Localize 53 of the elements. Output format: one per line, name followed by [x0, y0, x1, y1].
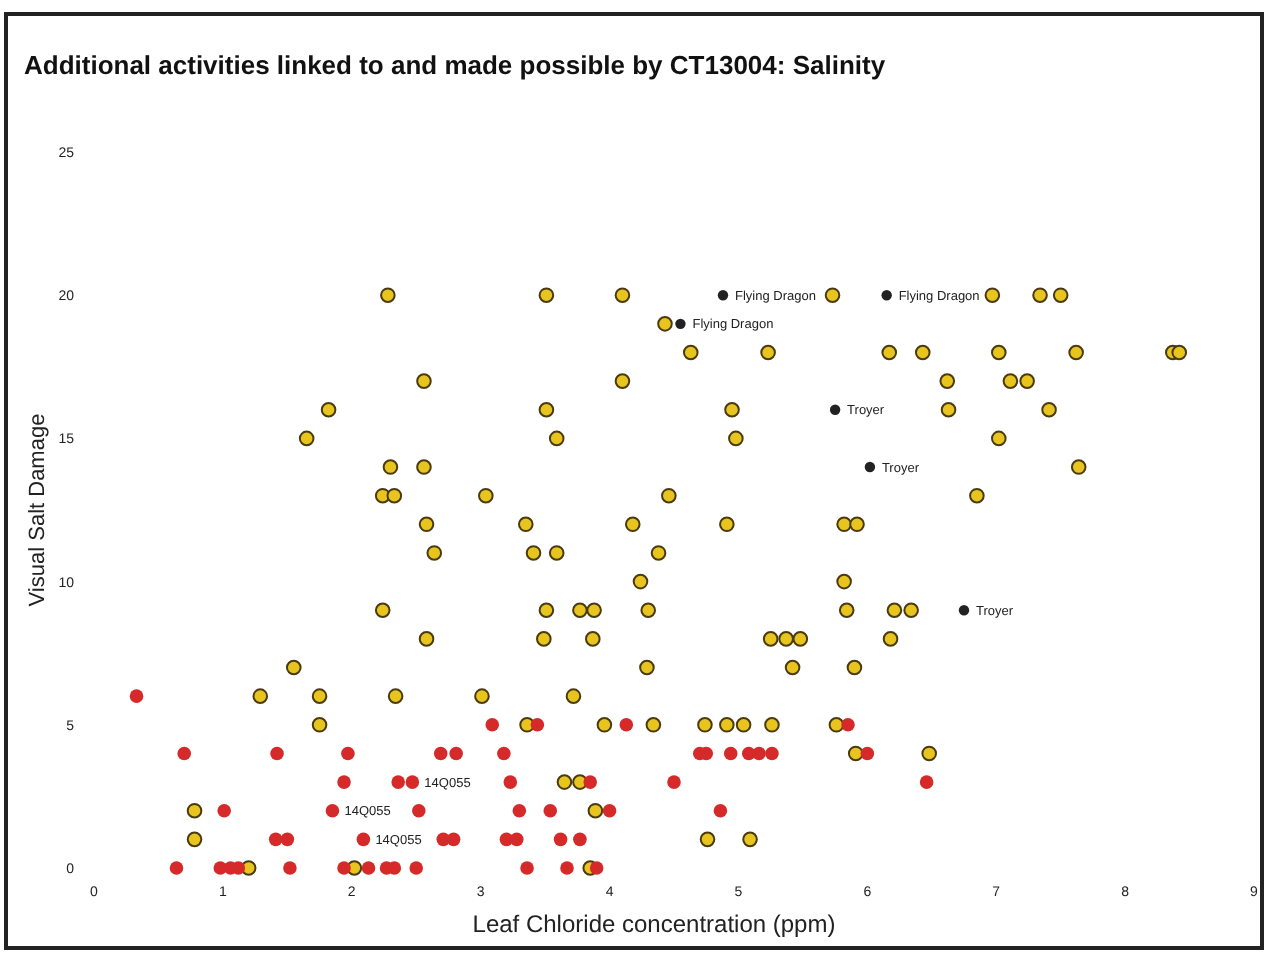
- point: [497, 746, 511, 761]
- point: [543, 803, 558, 818]
- point: [512, 803, 527, 818]
- point: [217, 803, 231, 818]
- point: [449, 746, 463, 761]
- point: [723, 746, 738, 761]
- y-axis-title: Visual Salt Damage: [26, 413, 50, 607]
- point: [503, 775, 518, 789]
- point: [553, 832, 568, 847]
- point: [337, 775, 351, 789]
- point: [509, 832, 524, 847]
- point: [560, 861, 574, 875]
- point: [530, 718, 545, 732]
- point: [583, 775, 598, 789]
- point: [177, 746, 192, 761]
- point: [717, 290, 729, 301]
- point: [270, 746, 284, 761]
- point: [268, 832, 283, 847]
- point: [602, 803, 617, 818]
- point: [433, 746, 448, 761]
- point: [325, 803, 340, 818]
- point: [667, 775, 681, 789]
- point: [829, 404, 841, 415]
- point: [412, 803, 426, 818]
- point: [361, 861, 376, 875]
- point: [619, 718, 634, 732]
- point: [958, 605, 970, 616]
- point: [283, 861, 297, 875]
- point: [409, 861, 424, 875]
- point: [446, 832, 461, 847]
- point: [573, 832, 587, 847]
- point: [356, 832, 371, 847]
- point: [391, 775, 405, 789]
- point: [589, 861, 604, 875]
- point: [919, 775, 934, 789]
- point: [675, 318, 686, 330]
- point: [341, 746, 355, 761]
- chart-title: Additional activities linked to and made possible by CT13004: Salinity: [24, 50, 887, 80]
- point: [841, 718, 855, 732]
- point: [713, 803, 728, 818]
- point: [752, 746, 766, 761]
- point: [405, 775, 420, 789]
- point: [337, 861, 351, 875]
- point: [881, 290, 892, 301]
- point: [520, 861, 534, 875]
- point: [169, 861, 184, 875]
- point: [864, 461, 876, 473]
- point: [129, 689, 144, 703]
- point: [280, 832, 295, 847]
- x-axis-title: Leaf Chloride concentration (ppm): [472, 910, 836, 938]
- point: [860, 746, 875, 761]
- point: [485, 718, 500, 732]
- point: [765, 746, 779, 761]
